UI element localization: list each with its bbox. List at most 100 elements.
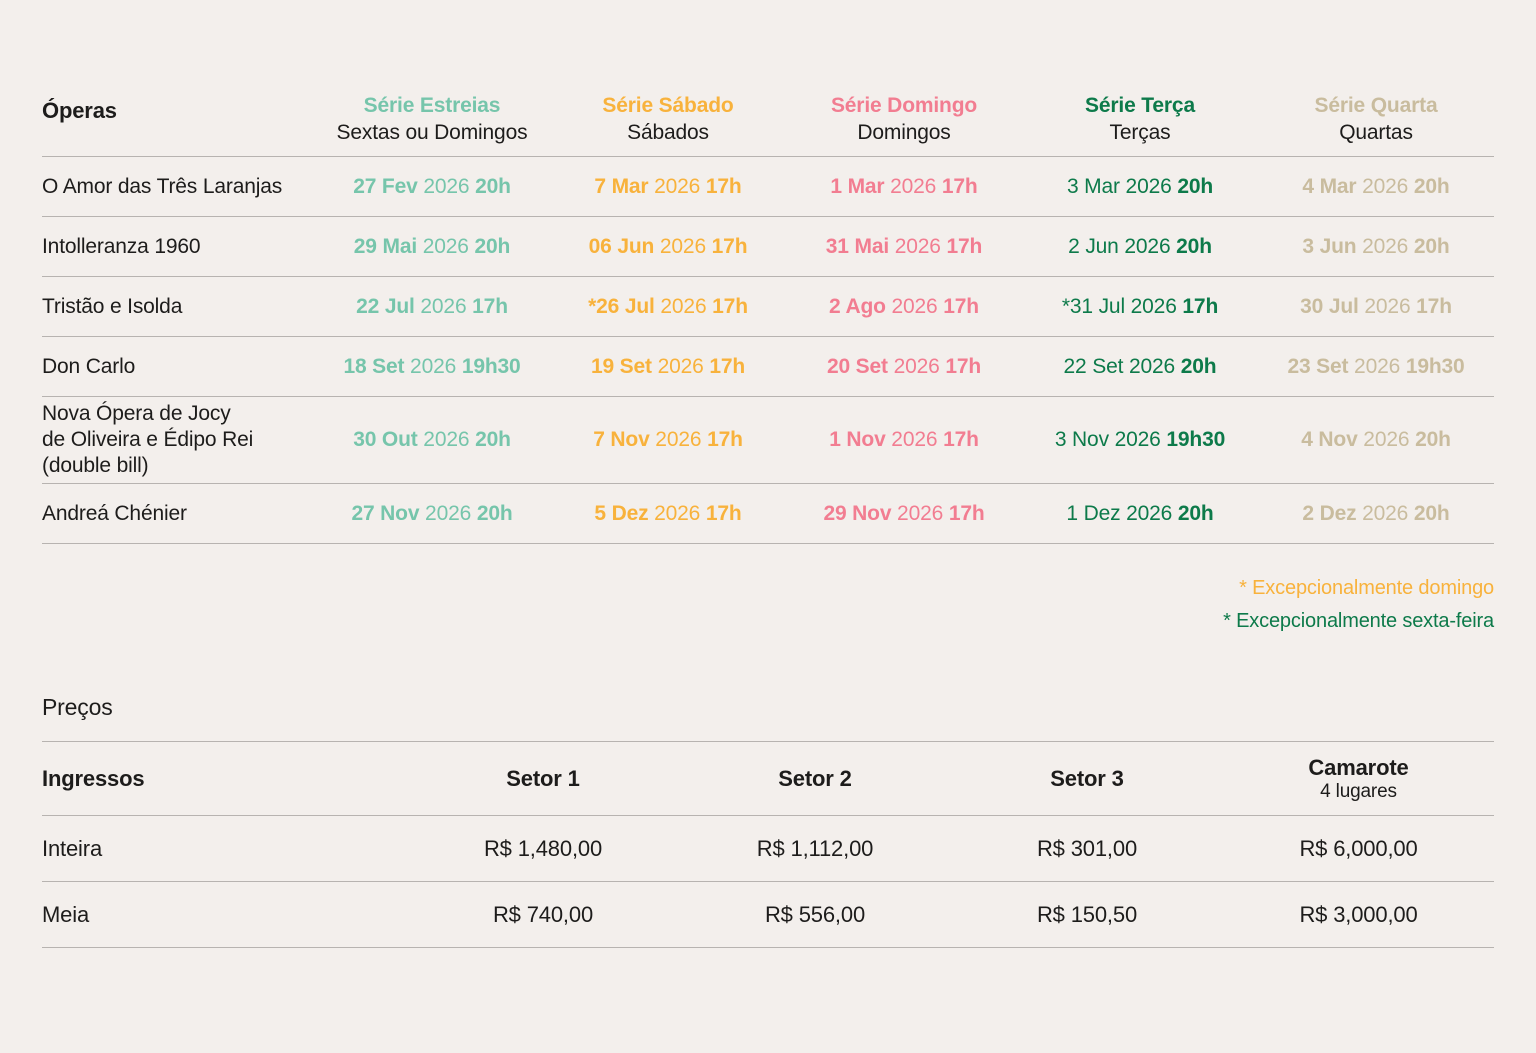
date-daymonth: 22 Set xyxy=(1063,354,1124,378)
schedule-date: *26 Jul 2026 17h xyxy=(550,276,786,337)
schedule-row: Don Carlo 18 Set 2026 19h30 19 Set 2026 … xyxy=(42,336,1494,397)
schedule-date: 30 Out 2026 20h xyxy=(314,396,550,484)
date-year: 2026 xyxy=(657,354,704,378)
date-time: 20h xyxy=(476,501,513,525)
date-year: 2026 xyxy=(1363,428,1410,451)
date-year: 2026 xyxy=(654,174,701,198)
opera-name: O Amor das Três Laranjas xyxy=(42,156,314,217)
date-daymonth: 2 Ago xyxy=(829,294,886,318)
schedule-row: Tristão e Isolda 22 Jul 2026 17h *26 Jul… xyxy=(42,276,1494,337)
date-year: 2026 xyxy=(1354,354,1401,378)
schedule-date: 22 Set 2026 20h xyxy=(1022,336,1258,397)
col-header-setor-2: Setor 2 xyxy=(679,741,951,816)
date-time: 19h30 xyxy=(461,354,521,378)
price-row-inteira: Inteira R$ 1,480,00 R$ 1,112,00 R$ 301,0… xyxy=(42,815,1494,882)
col-header-serie-quarta: Série Quarta Quartas xyxy=(1258,92,1494,157)
date-year: 2026 xyxy=(410,354,457,378)
date-time: 20h xyxy=(474,234,511,258)
date-year: 2026 xyxy=(1130,294,1177,318)
date-year: 2026 xyxy=(1362,234,1409,258)
date-time: 20h xyxy=(1176,234,1212,258)
date-time: 19h30 xyxy=(1405,354,1465,378)
schedule-date: 29 Mai 2026 20h xyxy=(314,216,550,277)
col-header-serie-sabado: Série Sábado Sábados xyxy=(550,92,786,157)
date-year: 2026 xyxy=(894,234,941,258)
date-year: 2026 xyxy=(1364,294,1411,318)
date-daymonth: 29 Nov xyxy=(823,501,892,525)
series-label: Série Terça xyxy=(1085,94,1195,117)
date-time: 20h xyxy=(1177,174,1214,198)
price-value: R$ 740,00 xyxy=(407,881,679,948)
date-daymonth: 4 Nov xyxy=(1301,428,1358,451)
schedule-date: 3 Mar 2026 20h xyxy=(1022,156,1258,217)
schedule-date: 1 Nov 2026 17h xyxy=(786,396,1022,484)
schedule-row: Intolleranza 1960 29 Mai 2026 20h 06 Jun… xyxy=(42,216,1494,277)
date-daymonth: 22 Jul xyxy=(356,294,415,318)
date-year: 2026 xyxy=(659,234,706,258)
date-time: 17h xyxy=(711,234,748,258)
price-value: R$ 1,480,00 xyxy=(407,815,679,882)
price-row-label: Meia xyxy=(42,881,407,948)
opera-name: Andreá Chénier xyxy=(42,483,314,544)
price-value: R$ 301,00 xyxy=(951,815,1223,882)
schedule-table: Óperas Série Estreias Sextas ou Domingos … xyxy=(42,92,1494,544)
schedule-date: 27 Fev 2026 20h xyxy=(314,156,550,217)
date-time: 17h xyxy=(705,501,742,525)
col-header-camarote: Camarote 4 lugares xyxy=(1223,741,1494,816)
date-daymonth: 2 Jun xyxy=(1068,234,1119,258)
series-label: Série Domingo xyxy=(830,94,978,117)
schedule-date: 31 Mai 2026 17h xyxy=(786,216,1022,277)
schedule-date: 29 Nov 2026 17h xyxy=(786,483,1022,544)
schedule-date: 7 Mar 2026 17h xyxy=(550,156,786,217)
date-time: 20h xyxy=(475,174,511,198)
schedule-date: 1 Dez 2026 20h xyxy=(1022,483,1258,544)
date-daymonth: 27 Fev xyxy=(353,174,418,198)
date-time: 19h30 xyxy=(1166,428,1226,451)
schedule-date: 1 Mar 2026 17h xyxy=(786,156,1022,217)
price-row-label: Inteira xyxy=(42,815,407,882)
date-daymonth: 18 Set xyxy=(343,354,405,378)
schedule-date: 3 Jun 2026 20h xyxy=(1258,216,1494,277)
footnote-domingo: * Excepcionalmente domingo xyxy=(1239,577,1494,599)
schedule-date: 2 Dez 2026 20h xyxy=(1258,483,1494,544)
date-daymonth: 3 Mar xyxy=(1066,174,1120,198)
price-value: R$ 1,112,00 xyxy=(679,815,951,882)
date-daymonth: 27 Nov xyxy=(351,501,420,525)
schedule-date: 7 Nov 2026 17h xyxy=(550,396,786,484)
col-header-serie-domingo: Série Domingo Domingos xyxy=(786,92,1022,157)
date-daymonth: 30 Out xyxy=(353,428,418,451)
date-daymonth: 1 Mar xyxy=(830,174,885,198)
opera-name: Intolleranza 1960 xyxy=(42,216,314,277)
page: Óperas Série Estreias Sextas ou Domingos … xyxy=(42,92,1494,948)
camarote-sublabel: 4 lugares xyxy=(1320,781,1397,802)
date-time: 17h xyxy=(943,428,979,451)
date-time: 17h xyxy=(1416,294,1452,318)
schedule-date: 22 Jul 2026 17h xyxy=(314,276,550,337)
footnote-sexta-feira: * Excepcionalmente sexta-feira xyxy=(1223,610,1494,632)
camarote-label: Camarote xyxy=(1308,755,1409,780)
price-row-meia: Meia R$ 740,00 R$ 556,00 R$ 150,50 R$ 3,… xyxy=(42,881,1494,948)
date-time: 17h xyxy=(945,354,982,378)
date-year: 2026 xyxy=(1114,428,1161,451)
date-year: 2026 xyxy=(655,428,702,451)
schedule-row: Andreá Chénier 27 Nov 2026 20h 5 Dez 202… xyxy=(42,483,1494,544)
col-header-setor-1: Setor 1 xyxy=(407,741,679,816)
price-value: R$ 150,50 xyxy=(951,881,1223,948)
schedule-date: 23 Set 2026 19h30 xyxy=(1258,336,1494,397)
date-daymonth: 29 Mai xyxy=(353,234,418,258)
date-daymonth: *26 Jul xyxy=(588,294,655,318)
schedule-date: 2 Ago 2026 17h xyxy=(786,276,1022,337)
date-daymonth: 23 Set xyxy=(1287,354,1349,378)
schedule-date: 4 Nov 2026 20h xyxy=(1258,396,1494,484)
price-value: R$ 3,000,00 xyxy=(1223,881,1494,948)
date-time: 17h xyxy=(1182,294,1219,318)
date-year: 2026 xyxy=(425,501,472,525)
schedule-row: O Amor das Três Laranjas 27 Fev 2026 20h… xyxy=(42,156,1494,217)
col-header-setor-3: Setor 3 xyxy=(951,741,1223,816)
date-time: 20h xyxy=(1413,501,1450,525)
prices-header-row: Ingressos Setor 1 Setor 2 Setor 3 Camaro… xyxy=(42,741,1494,816)
schedule-row: Nova Ópera de Jocy de Oliveira e Édipo R… xyxy=(42,396,1494,484)
schedule-date: 30 Jul 2026 17h xyxy=(1258,276,1494,337)
date-daymonth: 5 Dez xyxy=(594,501,649,525)
date-time: 17h xyxy=(705,174,742,198)
